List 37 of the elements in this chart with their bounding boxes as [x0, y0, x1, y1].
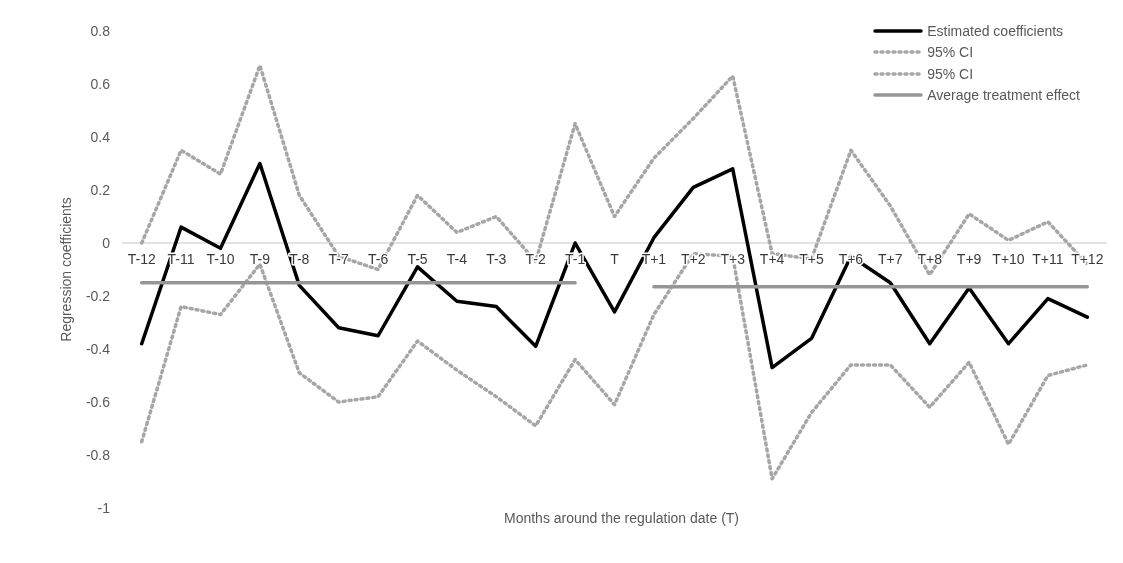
x-tick-label: T-5 — [407, 251, 428, 268]
x-tick-label: T+1 — [641, 251, 667, 268]
x-tick-label: T+2 — [681, 251, 706, 268]
x-tick-label: T-7 — [328, 251, 350, 268]
x-tick-label: T-6 — [367, 251, 389, 268]
y-tick-label: 0.6 — [90, 75, 111, 92]
y-tick-label: 0.8 — [90, 22, 111, 39]
x-tick-label: T+7 — [878, 251, 903, 268]
y-tick-label: -0.2 — [85, 287, 111, 304]
x-tick-label: T-4 — [446, 251, 468, 268]
y-tick-label: 0 — [102, 234, 111, 251]
x-tick-label: T+12 — [1071, 251, 1104, 268]
x-tick-label: T-12 — [127, 251, 156, 268]
x-tick-label: T-3 — [486, 251, 507, 268]
legend-label: Estimated coefficients — [927, 22, 1064, 39]
x-axis-title: Months around the regulation date (T) — [503, 510, 740, 526]
x-tick-label: T+10 — [992, 251, 1025, 268]
y-tick-label: -0.8 — [85, 446, 111, 463]
y-tick-label: 0.2 — [90, 181, 111, 198]
x-tick-label: T-10 — [206, 251, 235, 268]
y-axis-title: Regression coefficients — [57, 197, 74, 342]
legend-label: Average treatment effect — [927, 87, 1080, 104]
x-tick-label: T+9 — [956, 251, 982, 268]
y-tick-label: 0.4 — [90, 128, 111, 145]
y-tick-label: -0.4 — [85, 340, 111, 357]
x-tick-label: T+8 — [917, 251, 943, 268]
x-tick-label: T+5 — [799, 251, 824, 268]
x-tick-label: T — [610, 251, 620, 268]
x-tick-label: T+11 — [1032, 251, 1064, 268]
legend-label: 95% CI — [927, 44, 974, 61]
x-tick-label: T-2 — [525, 251, 547, 268]
y-tick-label: -0.6 — [85, 393, 111, 410]
legend-label: 95% CI — [927, 65, 974, 82]
x-tick-label: T+3 — [720, 251, 746, 268]
x-tick-label: T-9 — [249, 251, 271, 268]
y-tick-label: -1 — [97, 499, 111, 516]
x-tick-label: T+4 — [759, 251, 785, 268]
